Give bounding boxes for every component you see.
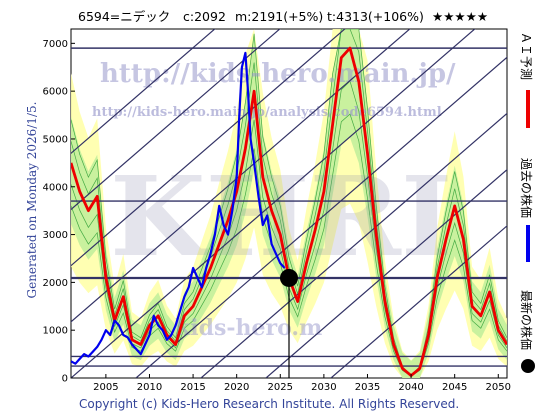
legend-past: 過去の株価	[519, 158, 534, 262]
y-tick-label-2000: 2000	[43, 278, 68, 289]
watermark-big: KHRI	[110, 152, 452, 281]
watermark-url-analysis: http://kids-hero.main.jp/analysis/code65…	[92, 105, 442, 120]
legend-latest-label: 最新の株価	[519, 290, 534, 350]
x-tick-label-2045: 2045	[442, 382, 467, 393]
median-price: m:2191(+5%)	[235, 9, 323, 24]
generated-date: Generated on Monday 2026/1/5.	[25, 102, 39, 299]
trend-line-2	[71, 29, 346, 267]
legend-forecast-label: ＡＩ予測	[519, 32, 533, 80]
x-tick-label-2050: 2050	[486, 382, 511, 393]
target-price: t:4313(+106%)	[327, 9, 424, 24]
y-tick-label-3000: 3000	[43, 230, 68, 241]
copyright: Copyright (c) Kids-Hero Research Institu…	[79, 397, 459, 411]
x-tick-label-2025: 2025	[268, 382, 293, 393]
y-tick-label-6000: 6000	[43, 87, 68, 98]
watermark: KHRI http://kids-hero.main.jp/ http://ki…	[92, 59, 456, 341]
rating-stars: ★★★★★	[432, 9, 488, 24]
y-tick-label-4000: 4000	[43, 182, 68, 193]
trend-line-3	[71, 29, 411, 323]
scenario-line-3	[71, 29, 507, 376]
x-tick-label-2005: 2005	[93, 382, 118, 393]
y-tick-label-1000: 1000	[43, 326, 68, 337]
stock-name: 6594=ニデック	[78, 9, 170, 24]
legend-forecast: ＡＩ予測	[519, 32, 533, 128]
trend-lines	[71, 29, 507, 378]
watermark-url-main: http://kids-hero.main.jp/	[100, 59, 456, 89]
x-tick-label-2030: 2030	[311, 382, 336, 393]
trend-line-0	[71, 29, 216, 155]
y-tick-label-0: 0	[62, 374, 68, 385]
x-tick-label-2010: 2010	[137, 382, 162, 393]
x-tick-label-2020: 2020	[224, 382, 249, 393]
trend-line-1	[71, 29, 281, 211]
x-tick-label-2040: 2040	[398, 382, 423, 393]
trend-line-6	[200, 112, 507, 378]
trend-line-7	[265, 168, 507, 378]
y-tick-label-5000: 5000	[43, 134, 68, 145]
y-axis: 0 1000 2000 3000 4000 5000 6000 7000	[43, 39, 75, 385]
x-tick-label-2015: 2015	[180, 382, 205, 393]
y-tick-label-7000: 7000	[43, 39, 68, 50]
legend-latest: 最新の株価	[519, 290, 535, 373]
x-axis: 2005 2010 2015 2020 2025 2030 2035 2040 2045 2050	[93, 374, 511, 393]
x-tick-label-2035: 2035	[355, 382, 380, 393]
legend: ＡＩ予測 過去の株価 最新の株価	[519, 32, 535, 373]
latest-layer	[280, 268, 298, 287]
past-series-line	[71, 51, 286, 365]
current-price: c:2092	[183, 9, 226, 24]
trend-line-8	[330, 225, 507, 378]
trend-line-4	[71, 29, 476, 378]
latest-point	[280, 268, 298, 287]
legend-past-label: 過去の株価	[519, 158, 534, 218]
trend-line-5	[135, 56, 507, 378]
